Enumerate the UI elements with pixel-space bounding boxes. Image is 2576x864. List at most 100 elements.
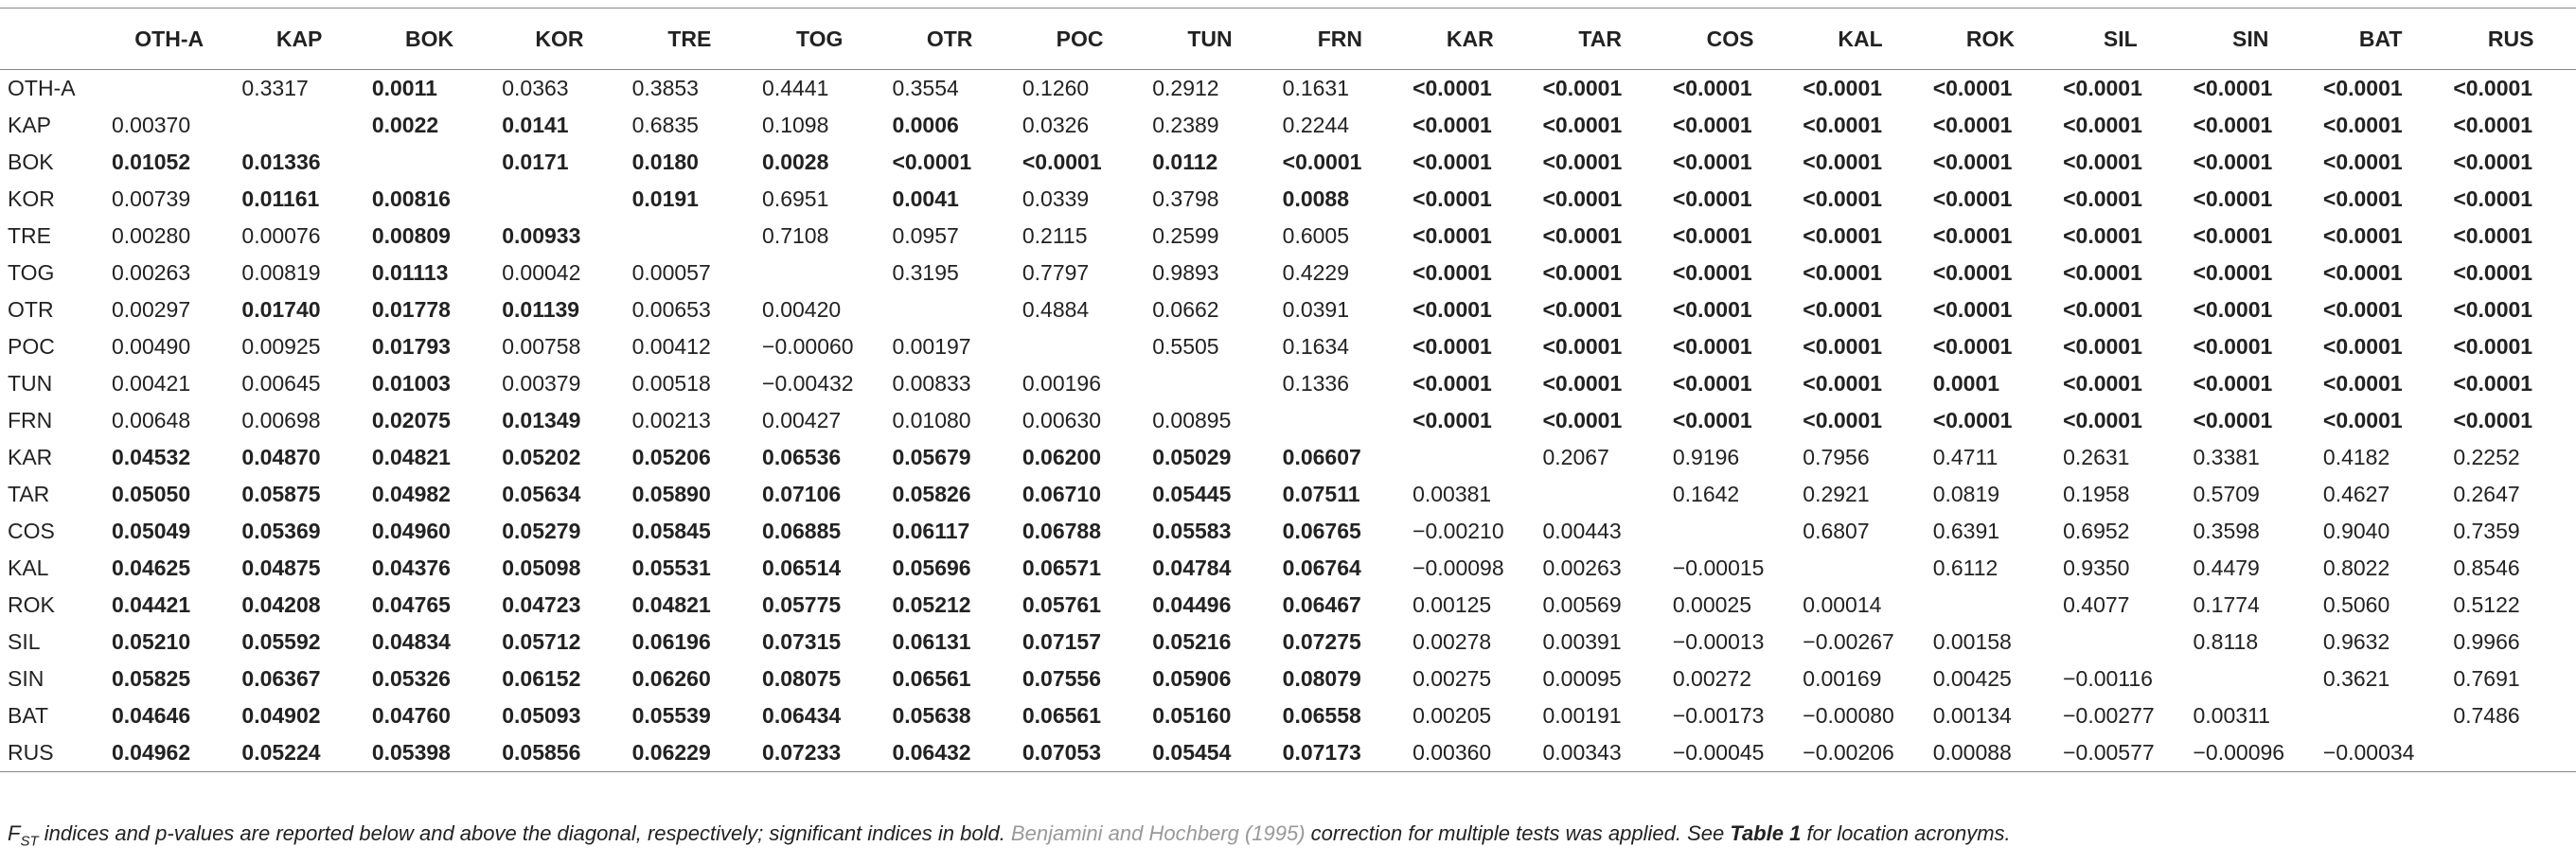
value-cell: 0.05216 <box>1152 629 1232 654</box>
column-header: ROK <box>1925 8 2056 70</box>
value-cell: <0.0001 <box>1672 223 1752 248</box>
value-cell: 0.0363 <box>502 76 569 100</box>
value-cell: <0.0001 <box>1932 113 2013 137</box>
value-cell: <0.0001 <box>1932 334 2013 359</box>
value-cell: 0.07106 <box>762 482 842 506</box>
value-cell: 0.06885 <box>762 519 842 543</box>
value-cell: 0.00014 <box>1803 592 1882 617</box>
value-cell: <0.0001 <box>1932 186 2013 211</box>
value-cell: 0.9040 <box>2322 519 2390 543</box>
value-cell: 0.05825 <box>112 666 191 691</box>
value-cell: −0.00116 <box>2063 666 2153 691</box>
value-cell: 0.0191 <box>631 186 699 211</box>
value-cell: <0.0001 <box>2063 297 2142 322</box>
column-header: KAR <box>1405 8 1536 70</box>
value-cell: 0.05202 <box>502 445 581 469</box>
value-cell: 0.00042 <box>502 260 581 285</box>
diagonal-cell <box>234 107 364 144</box>
value-cell: <0.0001 <box>1542 371 1623 396</box>
value-cell: 0.05712 <box>502 629 581 654</box>
value-cell: 0.2115 <box>1022 223 1088 248</box>
value-cell: 0.00569 <box>1542 592 1622 617</box>
value-cell: 0.04834 <box>371 629 451 654</box>
value-cell: 0.06607 <box>1282 445 1361 469</box>
table-ref[interactable]: Table 1 <box>1730 821 1802 845</box>
row-label: SIL <box>8 629 41 654</box>
diagonal-cell <box>2445 734 2576 772</box>
row-label: POC <box>8 334 55 359</box>
value-cell: <0.0001 <box>2322 223 2403 248</box>
value-cell: <0.0001 <box>2193 186 2273 211</box>
value-cell: 0.2631 <box>2063 445 2130 469</box>
table-row: FRN 0.00648 0.00698 0.02075 0.01349 0.00213 0.… <box>0 402 2576 439</box>
value-cell: 0.05696 <box>892 555 971 580</box>
value-cell: 0.04784 <box>1152 555 1232 580</box>
value-cell: 0.0112 <box>1152 150 1218 174</box>
value-cell: 0.05369 <box>241 519 321 543</box>
value-cell: 0.04765 <box>371 592 451 617</box>
value-cell: <0.0001 <box>1803 223 1883 248</box>
value-cell: 0.06571 <box>1022 555 1101 580</box>
value-cell: 0.05454 <box>1145 734 1275 772</box>
value-cell: 0.2599 <box>1152 223 1219 248</box>
value-cell: <0.0001 <box>1672 150 1752 174</box>
value-cell: <0.0001 <box>1542 150 1623 174</box>
value-cell: 0.00057 <box>631 260 711 285</box>
value-cell: 0.00370 <box>112 113 191 137</box>
value-cell: 0.0662 <box>1152 297 1219 322</box>
diagonal-cell <box>755 255 884 291</box>
value-cell: 0.01740 <box>241 297 321 322</box>
diagonal-cell <box>1665 513 1795 550</box>
value-cell: 0.00933 <box>502 223 581 248</box>
value-cell: 0.00833 <box>892 371 971 396</box>
value-cell: <0.0001 <box>1542 76 1623 100</box>
diagonal-cell <box>2316 697 2445 734</box>
value-cell: 0.4441 <box>762 76 829 100</box>
value-cell: 0.06561 <box>892 666 971 691</box>
table-row: OTR 0.00297 0.01740 0.01778 0.01139 0.00653 0.… <box>0 291 2576 328</box>
row-label: TUN <box>8 371 53 396</box>
value-cell: 0.9966 <box>2453 629 2520 654</box>
value-cell: <0.0001 <box>2322 150 2403 174</box>
value-cell: 0.00819 <box>241 260 321 285</box>
value-cell: <0.0001 <box>1672 260 1752 285</box>
value-cell: <0.0001 <box>1672 186 1752 211</box>
value-cell: <0.0001 <box>2063 186 2142 211</box>
value-cell: 0.3317 <box>241 76 309 100</box>
table-row: RUS 0.04962 0.05224 0.05398 0.05856 0.06229 0.… <box>0 734 2576 772</box>
value-cell: <0.0001 <box>1803 150 1883 174</box>
citation[interactable]: Benjamini and Hochberg (1995) <box>1010 821 1306 845</box>
value-cell: 0.00311 <box>2193 703 2270 728</box>
value-cell: 0.00420 <box>762 297 842 322</box>
value-cell: 0.05326 <box>371 666 451 691</box>
value-cell: 0.06432 <box>884 734 1015 772</box>
value-cell: 0.8546 <box>2453 555 2520 580</box>
value-cell: 0.05093 <box>502 703 581 728</box>
value-cell: 0.06710 <box>1022 482 1101 506</box>
value-cell: 0.2912 <box>1152 76 1219 100</box>
row-label: FRN <box>8 408 53 432</box>
diagonal-cell <box>1795 550 1925 587</box>
value-cell: <0.0001 <box>2322 76 2403 100</box>
value-cell: <0.0001 <box>1282 150 1362 174</box>
row-label: KOR <box>8 186 55 211</box>
value-cell: <0.0001 <box>2322 113 2403 137</box>
value-cell: 0.04902 <box>241 703 321 728</box>
value-cell: 0.4182 <box>2322 445 2390 469</box>
value-cell: <0.0001 <box>1803 408 1883 432</box>
caption-text: correction for multiple tests was applie… <box>1305 821 1731 845</box>
value-cell: 0.05049 <box>112 519 191 543</box>
value-cell: <0.0001 <box>2453 186 2533 211</box>
value-cell: 0.04821 <box>371 445 451 469</box>
table-row: TAR 0.05050 0.05875 0.04982 0.05634 0.05890 0.… <box>0 476 2576 513</box>
value-cell: 0.01139 <box>502 297 580 322</box>
table-row: KAP 0.00370 0.0022 0.0141 0.6835 0.1098 0.0006… <box>0 107 2576 144</box>
value-cell: 0.04960 <box>371 519 451 543</box>
value-cell: 0.07233 <box>755 734 885 772</box>
column-header: TOG <box>755 8 885 70</box>
diagonal-cell <box>1145 365 1274 402</box>
value-cell: 0.5505 <box>1152 334 1219 359</box>
value-cell: 0.0957 <box>892 223 959 248</box>
value-cell: 0.05845 <box>631 519 711 543</box>
value-cell: 0.00645 <box>241 371 321 396</box>
